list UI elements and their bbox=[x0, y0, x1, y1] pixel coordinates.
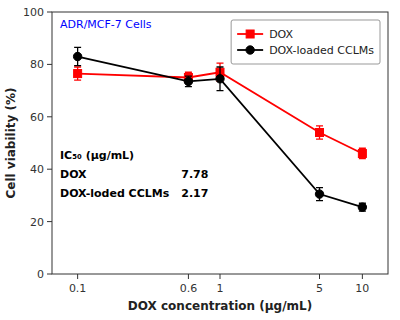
y-tick bbox=[47, 169, 52, 170]
legend: DOX DOX-loaded CCLMs bbox=[231, 20, 380, 64]
legend-label: DOX bbox=[269, 28, 293, 41]
legend-box bbox=[231, 20, 380, 64]
data-point bbox=[316, 129, 324, 137]
y-tick-label: 80 bbox=[30, 58, 44, 71]
ic50-label: DOX-loded CCLMs bbox=[60, 187, 170, 200]
data-point bbox=[358, 149, 366, 157]
y-axis-label: Cell viability (%) bbox=[4, 87, 18, 198]
y-tick-label: 40 bbox=[30, 163, 44, 176]
y-tick bbox=[47, 64, 52, 65]
x-tick bbox=[362, 274, 363, 279]
x-tick-label: 0.1 bbox=[69, 282, 87, 295]
error-bar bbox=[217, 67, 224, 91]
series-line bbox=[78, 57, 363, 208]
ic50-label: DOX bbox=[60, 168, 87, 181]
data-point bbox=[358, 203, 366, 211]
y-tick bbox=[47, 116, 52, 117]
legend-label: DOX-loaded CCLMs bbox=[269, 44, 374, 57]
data-point bbox=[216, 75, 224, 83]
legend-marker bbox=[246, 46, 254, 54]
chart: 0 20 40 60 80 100 0.1 0.6 1 5 10 DOX concentration … bbox=[0, 0, 400, 320]
error-bar bbox=[359, 203, 366, 211]
data-point bbox=[73, 52, 81, 60]
data-point bbox=[74, 70, 82, 78]
y-tick bbox=[47, 12, 52, 13]
plot-frame bbox=[52, 12, 388, 274]
data-point bbox=[184, 77, 192, 85]
y-tick bbox=[47, 221, 52, 222]
y-tick-label: 100 bbox=[23, 6, 44, 19]
error-bar bbox=[74, 67, 81, 80]
legend-marker bbox=[246, 30, 254, 38]
annotation: ADR/MCF-7 Cells bbox=[60, 18, 152, 31]
x-tick bbox=[188, 274, 189, 279]
y-tick-label: 60 bbox=[30, 111, 44, 124]
x-tick bbox=[319, 274, 320, 279]
ic50-value: 7.78 bbox=[181, 168, 208, 181]
y-tick bbox=[47, 274, 52, 275]
series bbox=[74, 63, 367, 159]
ic50-value: 2.17 bbox=[181, 187, 208, 200]
background bbox=[0, 0, 400, 320]
x-tick-label: 5 bbox=[316, 282, 323, 295]
x-tick bbox=[220, 274, 221, 279]
y-tick-label: 0 bbox=[37, 268, 44, 281]
ic50-header: IC₅₀ (μg/mL) bbox=[60, 149, 134, 162]
error-bar bbox=[359, 148, 366, 158]
error-bar bbox=[316, 188, 323, 201]
x-tick-label: 1 bbox=[217, 282, 224, 295]
x-axis-label: DOX concentration (μg/mL) bbox=[128, 299, 312, 313]
x-tick-label: 0.6 bbox=[180, 282, 198, 295]
error-bar bbox=[316, 126, 323, 139]
y-tick-label: 20 bbox=[30, 216, 44, 229]
data-point bbox=[315, 190, 323, 198]
x-tick bbox=[77, 274, 78, 279]
error-bar bbox=[74, 47, 81, 65]
error-bar bbox=[185, 76, 192, 86]
x-tick-label: 10 bbox=[355, 282, 369, 295]
